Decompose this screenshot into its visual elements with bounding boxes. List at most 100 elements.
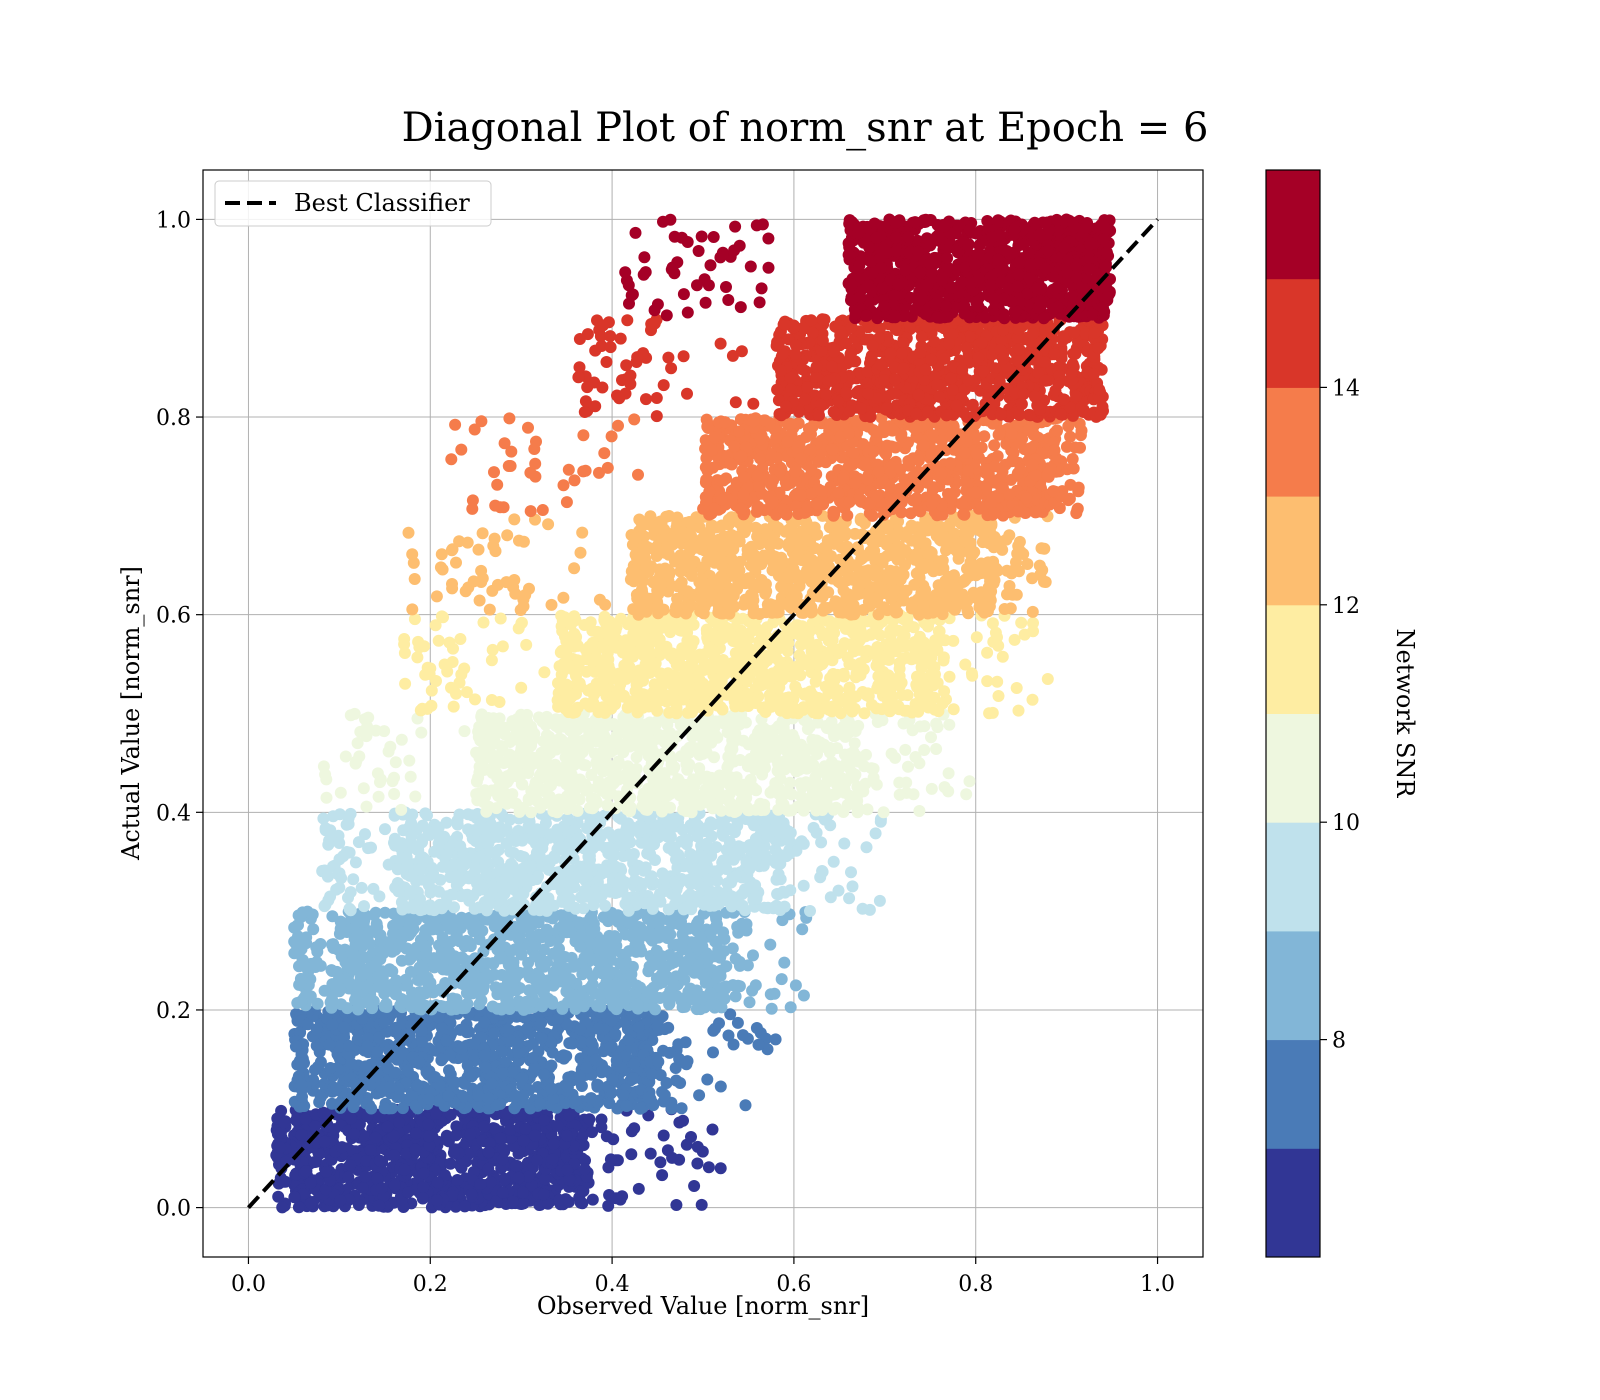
scatter-point: [899, 743, 912, 756]
scatter-point: [330, 1082, 343, 1095]
scatter-point: [374, 935, 387, 947]
series-band-2: [288, 905, 813, 1016]
scatter-point: [595, 1121, 608, 1134]
scatter-point: [733, 955, 746, 968]
scatter-point: [750, 1022, 763, 1034]
scatter-point: [404, 770, 417, 783]
scatter-point: [821, 722, 833, 734]
scatter-point: [666, 1151, 679, 1164]
scatter-point: [371, 955, 384, 968]
scatter-point: [729, 718, 742, 731]
scatter-point: [378, 1102, 391, 1115]
scatter-point: [334, 915, 347, 928]
scatter-point: [672, 848, 685, 861]
scatter-point: [657, 960, 670, 973]
scatter-point: [580, 782, 593, 795]
scatter-point: [623, 945, 635, 958]
scatter-point: [674, 1077, 687, 1089]
scatter-point: [523, 984, 536, 997]
scatter-point: [351, 979, 363, 992]
scatter-point: [344, 807, 357, 820]
scatter-point: [440, 1034, 453, 1047]
scatter-point: [797, 793, 810, 806]
scatter-point: [608, 719, 621, 732]
scatter-point: [477, 984, 489, 997]
scatter-point: [537, 1188, 550, 1201]
scatter-point: [319, 1183, 332, 1196]
scatter-point: [747, 949, 759, 962]
scatter-point: [789, 979, 802, 992]
scatter-point: [861, 803, 874, 816]
scatter-point: [321, 870, 334, 883]
scatter-point: [764, 988, 777, 1001]
scatter-point: [612, 915, 624, 928]
scatter-point: [357, 1129, 370, 1142]
series-band-0: [270, 1102, 727, 1214]
scatter-point: [320, 791, 333, 804]
scatter-point: [409, 1143, 422, 1156]
scatter-point: [405, 926, 418, 939]
scatter-point: [598, 966, 611, 979]
scatter-point: [455, 951, 468, 964]
scatter-point: [701, 894, 714, 907]
scatter-point: [462, 808, 475, 821]
scatter-point: [579, 1154, 591, 1167]
scatter-point: [394, 999, 407, 1012]
scatter-point: [535, 1016, 548, 1029]
scatter-point: [299, 1113, 312, 1126]
scatter-point: [546, 742, 559, 755]
scatter-point: [369, 1131, 382, 1144]
scatter-point: [627, 1072, 640, 1085]
scatter-point: [324, 824, 337, 837]
scatter-point: [384, 1080, 397, 1093]
scatter-point: [274, 1141, 287, 1154]
scatter-point: [561, 1081, 574, 1094]
scatter-point: [658, 1023, 671, 1036]
scatter-point: [603, 929, 616, 942]
scatter-point: [381, 1120, 394, 1133]
scatter-point: [371, 767, 384, 780]
scatter-point: [343, 1193, 356, 1206]
scatter-point: [538, 1068, 550, 1081]
scatter-point: [317, 760, 330, 773]
scatter-point: [479, 1061, 492, 1074]
scatter-point: [348, 1128, 361, 1140]
scatter-point: [758, 901, 771, 914]
scatter-point: [308, 1120, 321, 1133]
scatter-point: [390, 974, 403, 987]
scatter-point: [796, 923, 809, 936]
scatter-point: [490, 1195, 503, 1208]
scatter-point: [560, 985, 573, 998]
scatter-point: [372, 980, 385, 993]
scatter-point: [785, 788, 798, 801]
scatter-point: [444, 1108, 457, 1121]
scatter-point: [386, 775, 399, 788]
scatter-point: [564, 724, 577, 737]
scatter-point: [843, 892, 856, 905]
scatter-point: [594, 989, 607, 1002]
scatter-point: [846, 880, 859, 893]
scatter-point: [360, 1155, 373, 1167]
scatter-point: [533, 850, 546, 863]
scatter-point: [388, 788, 401, 800]
scatter-point: [592, 1022, 605, 1035]
scatter-point: [545, 1059, 558, 1072]
scatter-point: [436, 1022, 448, 1035]
scatter-point: [326, 1018, 339, 1031]
scatter-point: [644, 874, 656, 887]
scatter-point: [290, 1114, 303, 1127]
scatter-point: [517, 1197, 530, 1210]
scatter-point: [534, 1097, 546, 1110]
scatter-point: [822, 775, 834, 788]
scatter-point: [638, 837, 651, 849]
scatter-point: [337, 1021, 350, 1034]
scatter-point: [925, 782, 938, 795]
scatter-point: [388, 832, 401, 845]
scatter-point: [701, 1073, 714, 1086]
scatter-point: [401, 1064, 414, 1077]
scatter-point: [758, 798, 771, 811]
scatter-point: [631, 998, 644, 1011]
scatter-point: [726, 942, 739, 955]
scatter-point: [540, 729, 553, 742]
